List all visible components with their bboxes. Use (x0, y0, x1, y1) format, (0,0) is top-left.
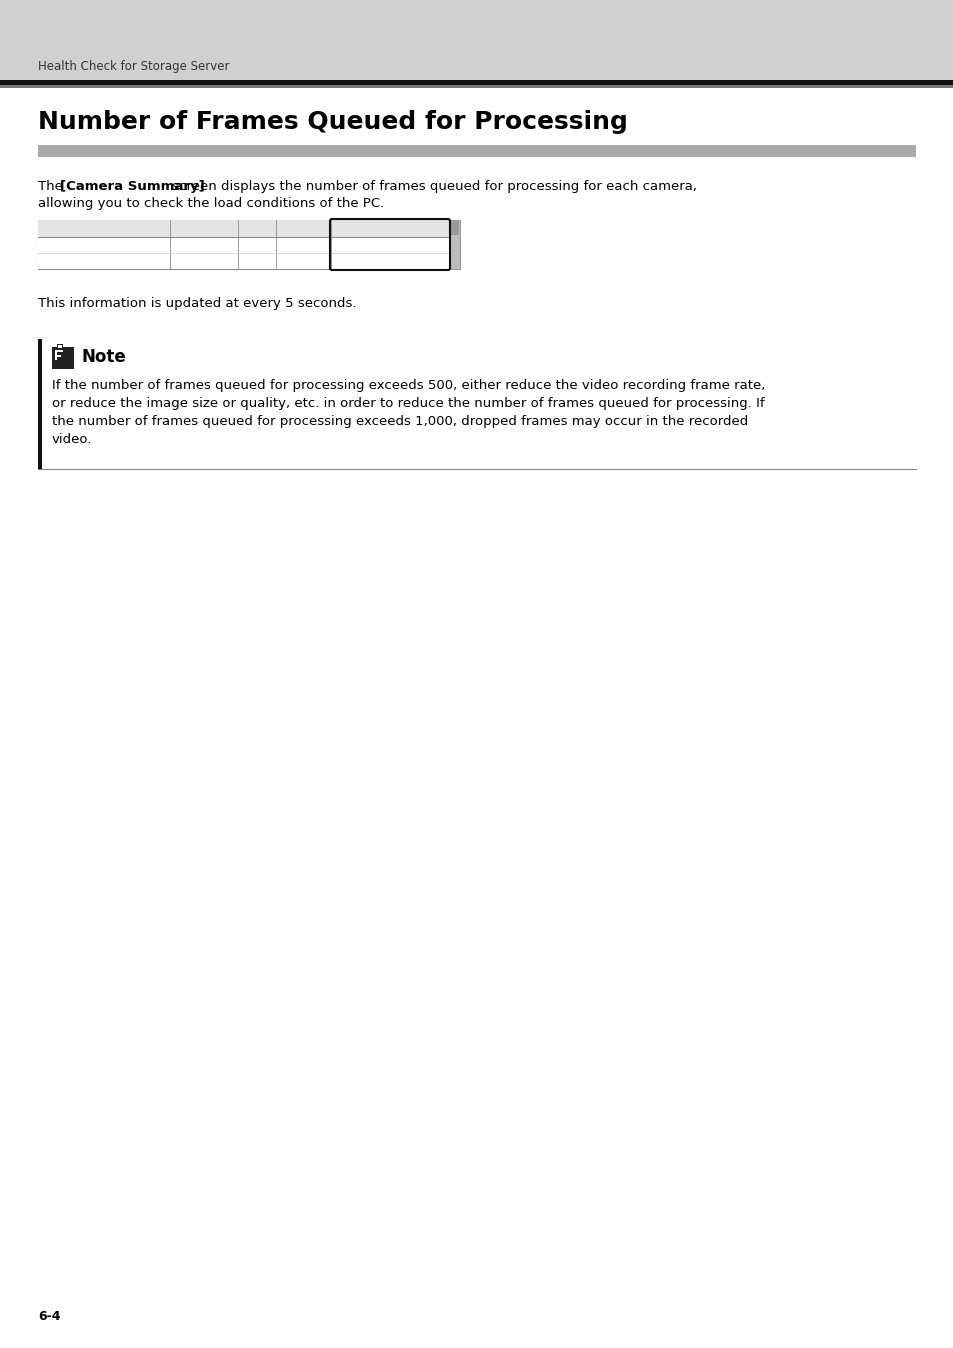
Bar (38, 237, 449, 253)
Text: 6-4: 6-4 (38, 1310, 60, 1322)
Text: Status: Status (42, 222, 75, 233)
Bar (449, 220, 459, 270)
Text: or reduce the image size or quality, etc. in order to reduce the number of frame: or reduce the image size or quality, etc… (52, 398, 763, 410)
Text: If the number of frames queued for processing exceeds 500, either reduce the vid: If the number of frames queued for proce… (52, 379, 764, 392)
Text: Recording : 2.592Mbos: Recording : 2.592Mbos (42, 256, 161, 266)
Bar (52, 346, 74, 369)
Text: Medium: Medium (280, 240, 321, 249)
Text: 0: 0 (335, 256, 341, 266)
Text: Medium: Medium (280, 256, 321, 266)
Bar (58, 345, 62, 348)
Text: Resolution: Resolution (173, 222, 229, 233)
Bar (38, 338, 42, 469)
Bar (55, 350, 63, 352)
Text: f/sec: f/sec (242, 222, 267, 233)
Text: Note: Note (82, 348, 127, 367)
Text: 30: 30 (242, 240, 254, 249)
Text: 1: 1 (335, 240, 341, 249)
Text: Recording : 2.408Mbos: Recording : 2.408Mbos (42, 240, 161, 249)
Text: 320x240: 320x240 (173, 240, 219, 249)
Text: allowing you to check the load conditions of the PC.: allowing you to check the load condition… (38, 197, 384, 210)
Text: The: The (38, 181, 67, 193)
Text: video.: video. (52, 433, 92, 446)
Bar (38, 253, 449, 270)
Text: 30: 30 (242, 256, 254, 266)
Text: the number of frames queued for processing exceeds 1,000, dropped frames may occ: the number of frames queued for processi… (52, 415, 747, 429)
Text: [Camera Summary]: [Camera Summary] (60, 181, 205, 193)
Text: Number of Frames Queued for Processing: Number of Frames Queued for Processing (38, 111, 627, 133)
Bar (0, 0, 953, 80)
Bar (0, 85, 953, 88)
Bar (38, 220, 449, 237)
Text: This information is updated at every 5 seconds.: This information is updated at every 5 s… (38, 297, 356, 310)
Bar (55, 350, 57, 360)
Bar (0, 80, 953, 85)
Text: screen displays the number of frames queued for processing for each camera,: screen displays the number of frames que… (168, 181, 697, 193)
Bar (57, 344, 63, 348)
Text: Quality: Quality (280, 222, 317, 233)
Bar (0, 88, 953, 90)
Bar (55, 355, 61, 357)
Text: Waiting Frames: Waiting Frames (335, 222, 416, 233)
Bar (450, 221, 458, 235)
Bar (38, 146, 915, 156)
Text: 320x240: 320x240 (173, 256, 219, 266)
Text: Health Check for Storage Server: Health Check for Storage Server (38, 61, 230, 73)
Bar (38, 220, 449, 270)
